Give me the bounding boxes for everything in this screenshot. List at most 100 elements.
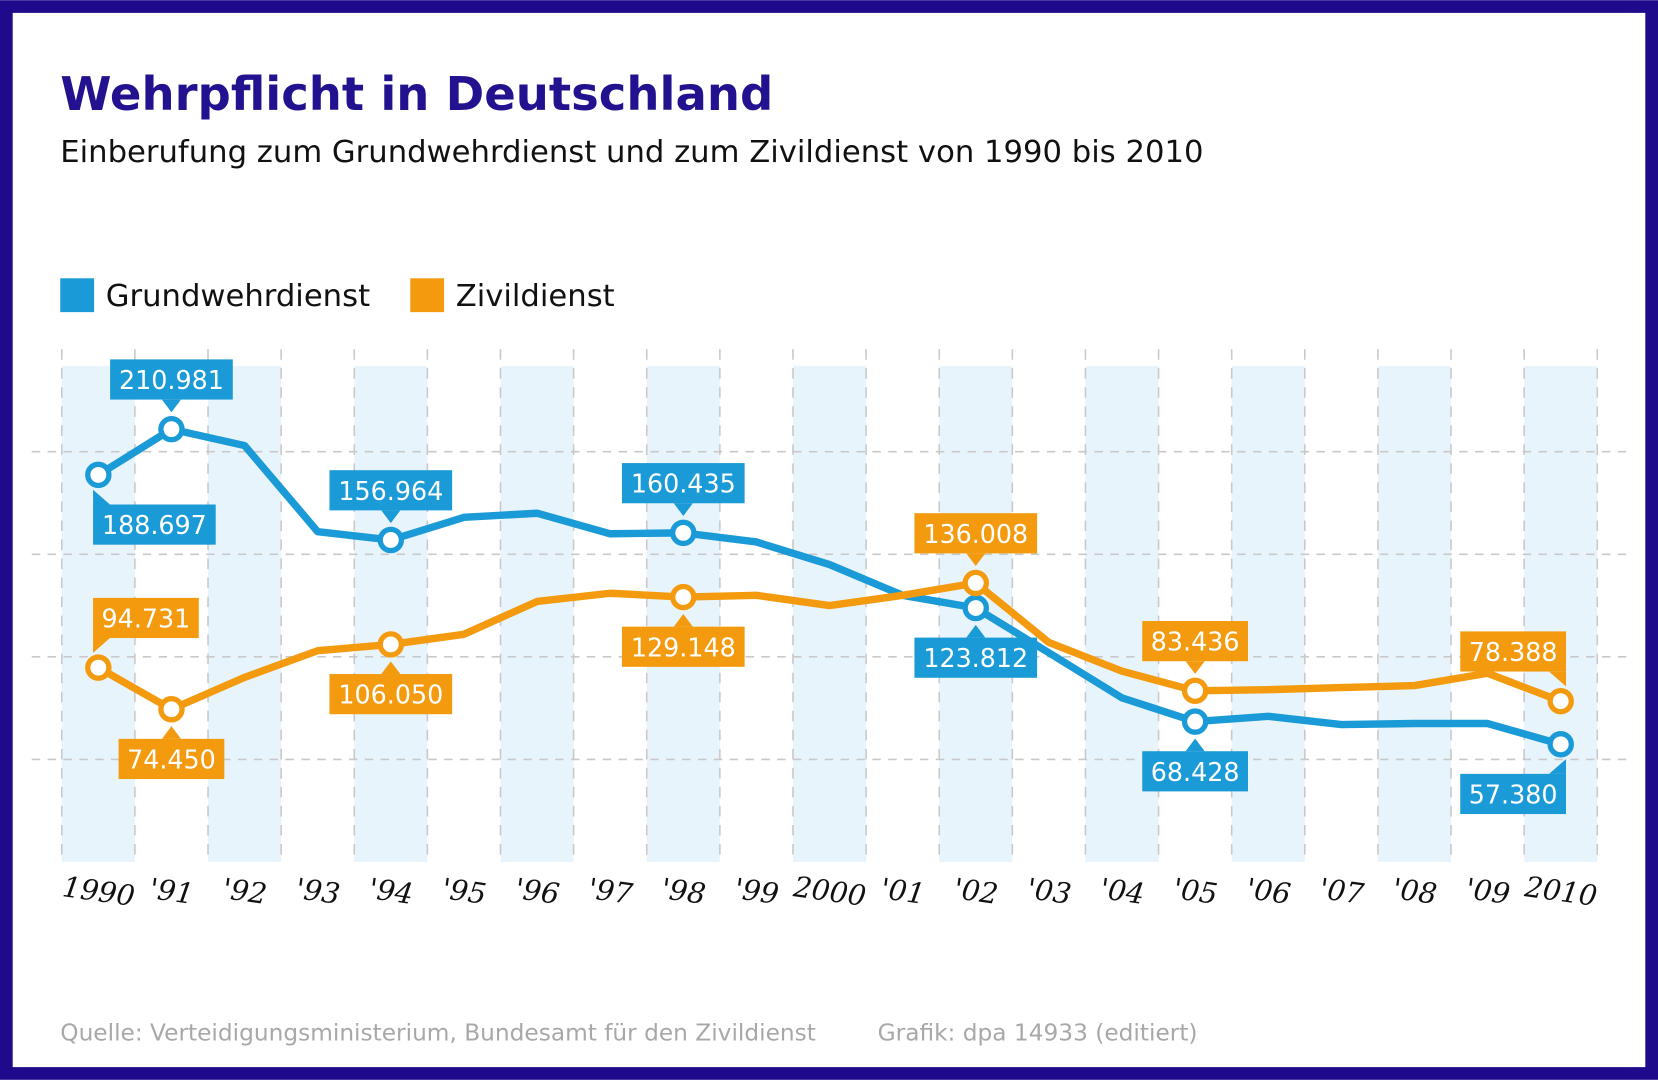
column-band [1377, 366, 1452, 862]
x-tick-label: '05 [1171, 872, 1219, 911]
x-tick-label: '91 [148, 872, 196, 911]
series-grundwehrdienst: 188.697 210.981 156.964 160.435 123.812 68.42… [85, 359, 1574, 815]
data-point-marker [962, 594, 989, 622]
x-tick-label: '97 [586, 872, 635, 911]
data-label: 78.388 [1469, 637, 1558, 667]
data-point-marker [85, 461, 112, 489]
data-point-marker [1181, 677, 1209, 705]
source-note: Quelle: Verteidigungsministerium, Bundes… [60, 1020, 816, 1047]
data-point-marker [158, 696, 185, 723]
callout-pointer [161, 726, 181, 739]
callout-box [621, 626, 745, 667]
x-tick-label: '02 [952, 872, 1000, 911]
data-label: 68.428 [1151, 757, 1240, 787]
data-label-callout: 188.697 [93, 489, 216, 545]
legend-label-grundwehrdienst: Grundwehrdienst [106, 279, 370, 314]
column-band [792, 366, 867, 862]
callout-pointer [1185, 661, 1205, 674]
callout-box [93, 504, 216, 545]
data-point-marker [1181, 708, 1209, 735]
x-tick-label: '94 [367, 872, 415, 911]
callout-pointer [966, 553, 986, 567]
legend-swatch-zivildienst [410, 278, 445, 313]
data-label: 123.812 [923, 643, 1028, 673]
callout-box [914, 513, 1038, 554]
data-label: 57.380 [1469, 779, 1558, 809]
data-label-callout: 57.380 [1460, 759, 1567, 815]
data-label-callout: 160.435 [621, 463, 745, 516]
callout-pointer [161, 399, 181, 413]
data-label: 94.731 [102, 603, 191, 633]
data-label-callout: 78.388 [1460, 631, 1567, 687]
legend-swatch-grundwehrdienst [60, 278, 95, 313]
x-tick-label: '93 [294, 872, 342, 911]
data-label-callout: 129.148 [621, 613, 745, 667]
data-point-marker [1547, 731, 1574, 758]
data-label: 156.964 [338, 476, 443, 506]
callout-box [1460, 773, 1567, 815]
callout-pointer [673, 613, 693, 627]
data-label-callout: 123.812 [914, 624, 1038, 678]
callout-pointer [966, 624, 986, 638]
data-label: 83.436 [1151, 627, 1240, 657]
callout-box [329, 674, 453, 715]
x-tick-label: '92 [221, 872, 269, 911]
data-label-callout: 156.964 [329, 470, 453, 524]
data-label: 106.050 [338, 680, 443, 710]
data-label: 160.435 [631, 469, 736, 499]
chart-subtitle: Einberufung zum Grundwehrdienst und zum … [60, 135, 1203, 170]
data-label-callout: 106.050 [329, 661, 453, 715]
callout-pointer [381, 661, 401, 675]
series-line [96, 579, 1563, 713]
data-label-callout: 136.008 [914, 513, 1038, 567]
data-label: 210.981 [119, 365, 224, 395]
data-point-marker [85, 654, 112, 681]
series-zivildienst: 94.731 74.450 106.050 129.148 136.008 83.436 7… [85, 513, 1574, 780]
data-label-callout: 210.981 [110, 359, 233, 413]
data-label: 136.008 [923, 519, 1028, 549]
callout-box [93, 597, 199, 639]
data-label-callout: 83.436 [1142, 621, 1248, 674]
data-label-callout: 68.428 [1142, 738, 1248, 792]
callout-box [118, 738, 225, 780]
callout-box [621, 463, 745, 504]
x-tick-label: '07 [1317, 872, 1366, 911]
column-band [354, 366, 428, 862]
x-tick-label: '96 [513, 872, 561, 911]
x-tick-label: '99 [733, 872, 781, 911]
x-tick-label: '04 [1098, 872, 1146, 911]
data-label: 188.697 [102, 510, 207, 540]
data-point-marker [377, 631, 405, 658]
callout-box [1460, 631, 1567, 672]
x-tick-label: '03 [1025, 872, 1073, 911]
x-tick-label: '98 [659, 872, 707, 911]
chart-title: Wehrpflicht in Deutschland [60, 67, 773, 121]
x-tick-label: '09 [1464, 872, 1512, 911]
data-label: 74.450 [127, 744, 216, 774]
x-tick-label: '95 [440, 872, 488, 911]
callout-box [1142, 621, 1248, 662]
data-label: 129.148 [631, 632, 736, 662]
data-label-callout: 94.731 [93, 597, 199, 653]
callout-pointer [673, 503, 693, 516]
callout-box [329, 470, 453, 511]
legend-label-zivildienst: Zivildienst [456, 279, 615, 314]
callout-pointer [1185, 738, 1205, 752]
data-point-marker [158, 415, 185, 443]
data-point-marker [377, 526, 405, 554]
callout-box [1142, 751, 1248, 792]
data-point-marker [670, 519, 697, 547]
legend: Grundwehrdienst Zivildienst [60, 278, 615, 314]
data-point-marker [1547, 687, 1574, 715]
callout-box [914, 637, 1038, 678]
data-label-callout: 74.450 [118, 726, 225, 780]
x-tick-label: '06 [1244, 872, 1292, 911]
credit-note: Grafik: dpa 14933 (editiert) [878, 1020, 1198, 1047]
callout-box [110, 359, 233, 400]
data-point-marker [962, 569, 989, 597]
x-tick-label: '01 [879, 872, 927, 911]
x-tick-label: '08 [1391, 872, 1439, 911]
data-point-marker [670, 583, 697, 611]
